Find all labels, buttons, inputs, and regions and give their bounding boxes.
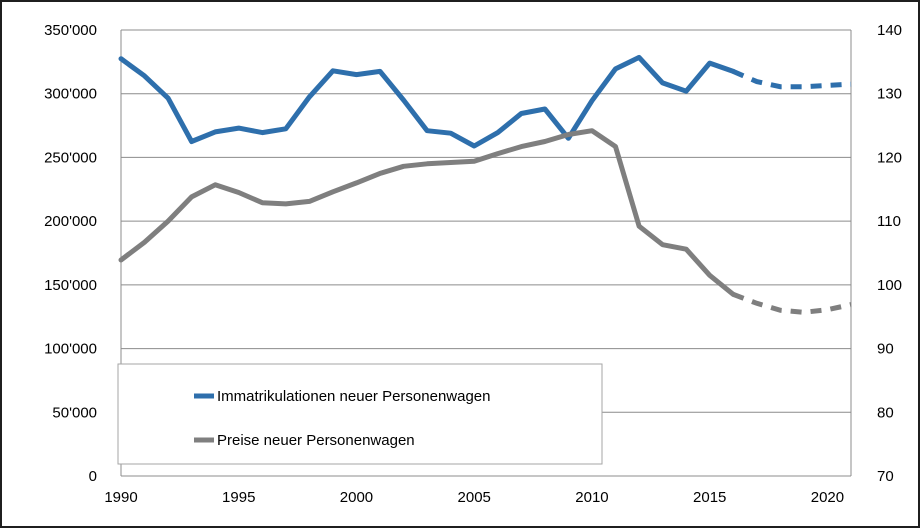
legend-label-2: Preise neuer Personenwagen — [217, 432, 415, 449]
x-tick-label: 1990 — [104, 489, 137, 506]
y-left-tick-label: 150'000 — [44, 277, 97, 294]
y-right-tick-label: 120 — [877, 149, 902, 166]
y-right-tick-label: 140 — [877, 22, 902, 39]
x-tick-label: 2015 — [693, 489, 726, 506]
x-tick-label: 1995 — [222, 489, 255, 506]
y-left-tick-label: 0 — [89, 468, 97, 485]
y-right-tick-label: 90 — [877, 341, 894, 358]
y-right-tick-label: 70 — [877, 468, 894, 485]
x-tick-label: 2005 — [458, 489, 491, 506]
series-1-line — [118, 54, 736, 149]
series-2-forecast-line — [732, 292, 852, 315]
y-left-tick-label: 350'000 — [44, 22, 97, 39]
y-right-tick-label: 100 — [877, 277, 902, 294]
series-1-forecast-line — [732, 69, 852, 90]
y-left-tick-label: 300'000 — [44, 86, 97, 103]
y-right-tick-label: 110 — [877, 213, 901, 230]
series-2-line — [118, 128, 736, 297]
y-right-tick-label: 80 — [877, 404, 894, 421]
y-left-tick-label: 50'000 — [52, 404, 97, 421]
x-tick-label: 2020 — [811, 489, 844, 506]
y-right-tick-label: 130 — [877, 86, 902, 103]
y-left-tick-label: 250'000 — [44, 149, 97, 166]
x-tick-label: 2000 — [340, 489, 373, 506]
legend-label-1: Immatrikulationen neuer Personenwagen — [217, 388, 491, 405]
y-left-tick-label: 100'000 — [44, 341, 97, 358]
legend-box — [117, 363, 603, 465]
y-left-tick-label: 200'000 — [44, 213, 97, 230]
x-tick-label: 2010 — [575, 489, 608, 506]
